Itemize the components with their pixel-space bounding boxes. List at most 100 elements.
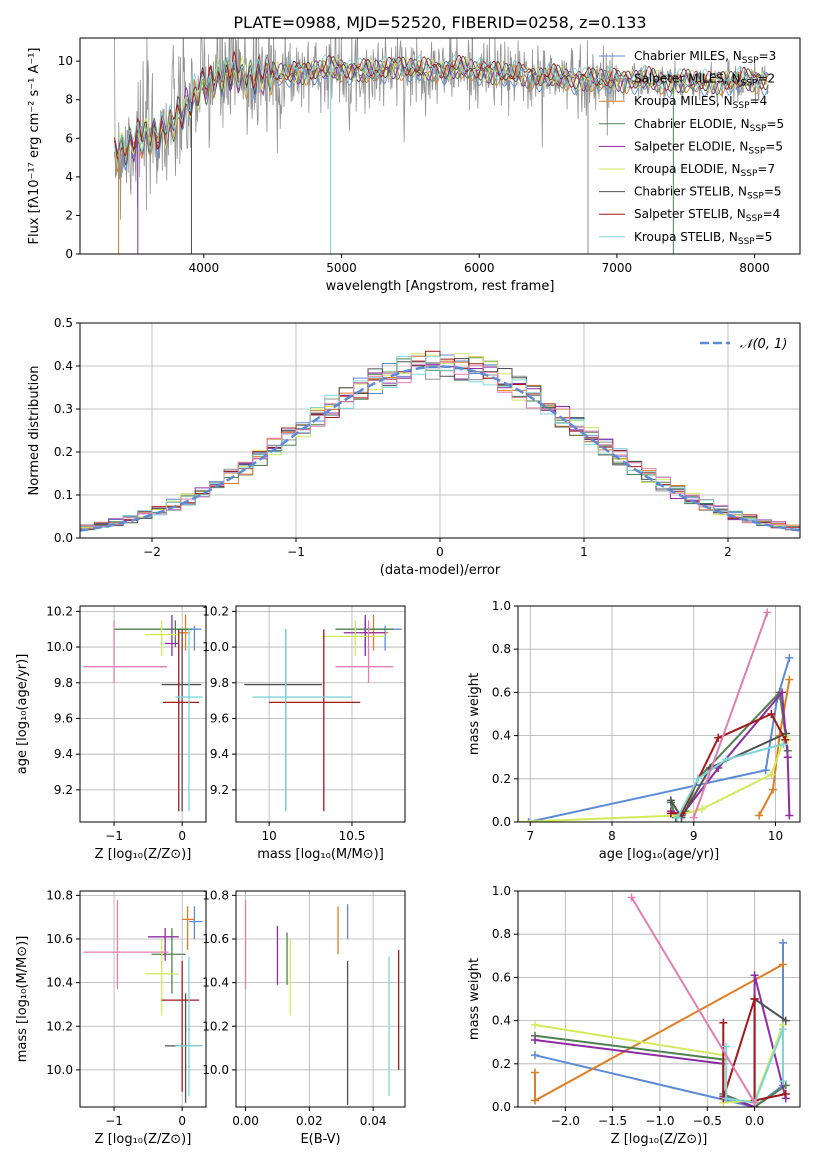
x-tick-label: −0.5 [693,1114,722,1128]
y-tick-label: 0.0 [54,531,73,545]
x-tick-label: −1 [105,1114,123,1128]
errorbar-point [269,629,361,812]
weight-marker [781,735,790,744]
y-tick-label: 1.0 [492,599,511,613]
plot-frame [235,890,406,1108]
x-tick-label: −1.0 [645,1114,674,1128]
y-axis-label: Normed distribution [27,366,42,496]
x-tick-label: 7000 [602,261,633,275]
y-tick-label: 0.6 [492,685,511,699]
weight-marker [531,1096,540,1105]
weight-marker [531,1020,540,1029]
weight-vs-age-panel: 7 8 9 10 0.0 0.2 0.4 0.6 0.8 1.0 age [log₁₀(age/yr… [467,599,801,862]
weight-line [528,657,791,822]
model-spectrum-line [113,56,769,159]
y-tick-label: 0.2 [492,772,511,786]
legend-entry: Chabrier ELODIE, NSSP=5 [634,117,784,134]
y-axis-label: Flux [fλ10⁻¹⁷ erg cm⁻² s⁻¹ A⁻¹] [27,48,42,245]
x-axis-label: wavelength [Angstrom, rest frame] [326,279,555,294]
y-axis-label: mass [log₁₀(M/M⊙)] [15,936,30,1063]
x-tick-label: 0 [178,829,186,843]
model-spectrum-line [113,57,769,160]
y-tick-label: 9.6 [210,711,229,725]
weight-marker [750,995,759,1003]
weight-marker [782,729,791,738]
x-axis-label: Z [log₁₀(Z/Z⊙)] [611,1132,708,1147]
weight-vs-Z-panel: −2.0 −1.5 −1.0 −0.5 0.0 0.0 0.2 0.4 0.6 0.8 1.0 Z [… [467,884,801,1147]
errorbar-point [182,906,195,950]
errorbar-point [161,960,200,1092]
y-tick-label: 10.0 [202,1063,229,1077]
weight-marker [697,805,706,814]
residuals-legend: 𝒩(0, 1) [700,337,787,352]
y-tick-label: 10.0 [46,640,73,654]
residual-histogram [80,361,800,530]
x-tick-label: 0 [436,545,444,559]
x-tick-label: 0.0 [745,1114,764,1128]
weight-marker [689,813,698,822]
weight-marker [524,818,533,822]
legend-entry: Kroupa STELIB, NSSP=5 [634,230,772,247]
plot-frame [517,605,801,823]
weight-marker [719,1018,728,1027]
x-tick-label: 0.04 [360,1114,387,1128]
weight-marker [781,1016,790,1025]
x-tick-label: 0 [178,1114,186,1128]
y-tick-label: 9.4 [54,747,73,761]
errorbar-point [175,629,203,812]
weight-marker [714,733,723,742]
x-tick-label: 8000 [739,261,770,275]
x-tick-label: 8 [608,829,616,843]
y-tick-label: 9.2 [54,783,73,797]
weight-marker [531,1036,540,1045]
weight-marker [750,1098,759,1107]
y-tick-label: 10.2 [46,604,73,618]
weight-marker [531,1068,540,1077]
errorbars [244,899,400,1105]
model-spectrum-line [113,53,769,168]
x-axis-label: Z [log₁₀(Z/Z⊙)] [95,847,192,862]
plot-frame [517,890,801,1108]
y-tick-label: 10.0 [46,1063,73,1077]
series [531,893,790,1107]
y-tick-label: 10.0 [202,640,229,654]
weight-marker [722,1094,731,1103]
x-axis-label: E(B-V) [300,1132,340,1147]
errorbar-point [244,629,323,812]
y-tick-label: 2 [65,208,73,222]
y-axis-label: mass weight [467,958,482,1040]
x-axis-label: mass [log₁₀(M/M⊙)] [257,847,384,862]
errorbar-point [144,939,179,1016]
weight-marker [779,740,788,749]
age-vs-Z-panel: −1 0 9.2 9.4 9.6 9.8 10.0 10.2 Z [log₁₀(Z/Z⊙)] ag… [15,604,207,862]
y-tick-label: 0 [65,247,73,261]
x-axis-label: age [log₁₀(age/yr)] [599,847,720,862]
weight-marker [778,688,787,697]
errorbar-point [151,928,186,994]
series [518,608,794,822]
x-tick-label: 10 [261,829,276,843]
residual-histogram [80,350,800,530]
spectrum-lines [113,38,769,254]
weight-marker [778,1077,787,1086]
weight-marker [781,1090,790,1099]
weight-marker [761,766,770,775]
legend-entry: Kroupa MILES, NSSP=4 [634,94,767,111]
y-tick-label: 0.5 [54,316,73,330]
x-tick-label: −1 [287,545,305,559]
spectrum-legend: Chabrier MILES, NSSP=3 Salpeter MILES, NS… [599,49,784,247]
x-tick-label: 10.5 [339,829,366,843]
weight-marker [767,770,776,779]
weight-line [534,1034,787,1107]
mass-vs-EBV-panel: 0.00 0.02 0.04 10.0 10.2 10.4 10.6 10.8 E(B-V) [202,888,406,1147]
weight-marker [722,1042,731,1051]
errorbar-point [335,620,394,683]
errorbar-point [175,956,203,1097]
y-tick-label: 0.8 [492,642,511,656]
weight-marker [666,809,675,818]
plot-frame [79,890,207,1108]
y-tick-label: 10.6 [202,932,229,946]
y-tick-label: 0.2 [54,445,73,459]
x-tick-label: −2.0 [551,1114,580,1128]
weight-marker [778,938,787,947]
